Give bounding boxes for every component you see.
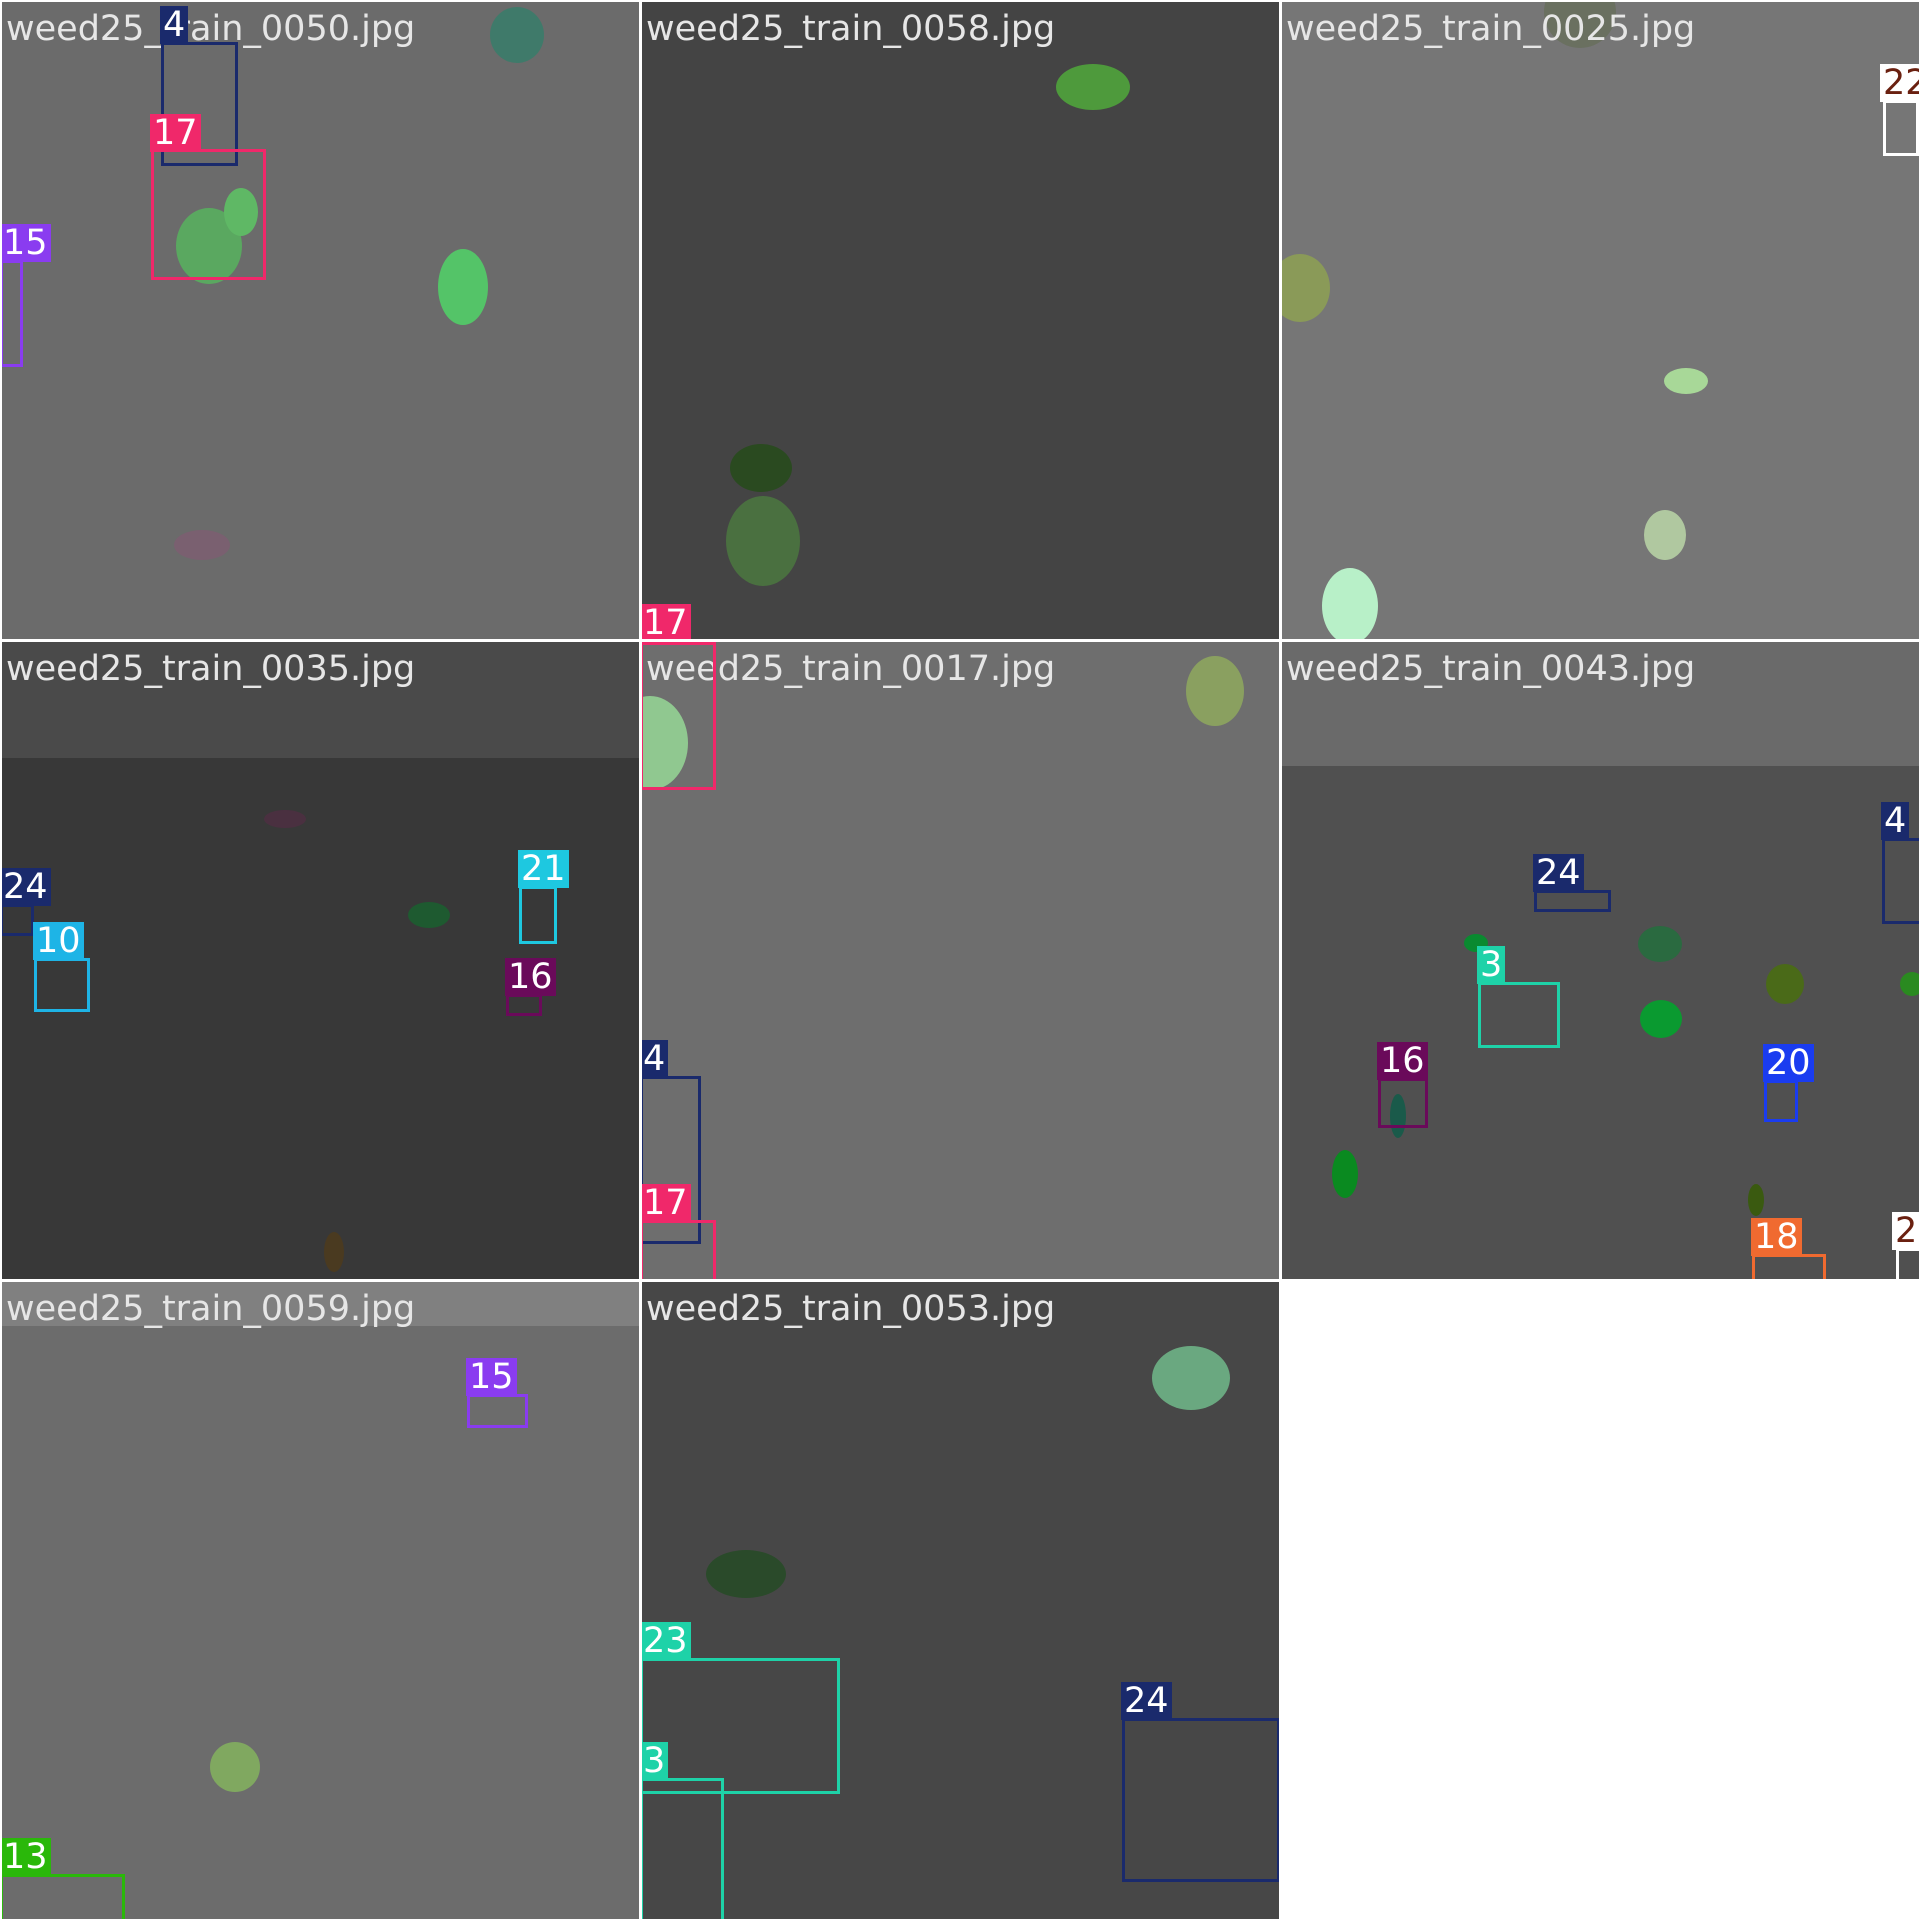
detection-label: 17 bbox=[642, 1184, 691, 1222]
plant-blob bbox=[1152, 1346, 1230, 1410]
detection-box bbox=[151, 149, 266, 280]
detection-box bbox=[1882, 838, 1919, 924]
detection-label: 17 bbox=[150, 114, 201, 152]
detection-box bbox=[642, 1220, 716, 1279]
detection-box bbox=[1534, 890, 1611, 912]
tile-filename: weed25_train_0053.jpg bbox=[646, 1289, 1056, 1329]
detection-label: 18 bbox=[1751, 1218, 1802, 1256]
plant-blob bbox=[1748, 1184, 1764, 1216]
tile-filename: weed25_train_0058.jpg bbox=[646, 9, 1056, 49]
detection-box bbox=[1764, 1080, 1798, 1122]
detection-label: 17 bbox=[642, 642, 691, 644]
plant-blob bbox=[726, 496, 800, 586]
plant-blob bbox=[174, 530, 230, 560]
plant-blob bbox=[264, 810, 306, 828]
tile-weed25-train-0043: weed25_train_0043.jpg 24 4 3 16 20 18 2 bbox=[1282, 642, 1919, 1279]
detection-box bbox=[2, 1874, 125, 1919]
detection-box bbox=[519, 886, 557, 944]
detection-label: 15 bbox=[466, 1358, 517, 1396]
tile-weed25-train-0025: weed25_train_0025.jpg 22 bbox=[1282, 2, 1919, 639]
plant-blob bbox=[1282, 254, 1330, 322]
tile-weed25-train-0059: weed25_train_0059.jpg 15 13 bbox=[2, 1282, 639, 1919]
plant-blob bbox=[210, 1742, 260, 1792]
detection-label: 16 bbox=[1377, 1042, 1428, 1080]
plant-blob bbox=[1664, 368, 1708, 394]
detection-box bbox=[467, 1394, 528, 1428]
detection-label: 3 bbox=[642, 1742, 669, 1780]
detection-label: 3 bbox=[1477, 946, 1506, 984]
detection-box bbox=[642, 1778, 724, 1919]
plant-blob bbox=[408, 902, 450, 928]
tile-weed25-train-0050: weed25_train_0050.jpg 4 17 15 bbox=[2, 2, 639, 639]
detection-label: 4 bbox=[642, 1040, 669, 1078]
detection-label: 15 bbox=[2, 224, 51, 262]
tile-filename: weed25_train_0025.jpg bbox=[1286, 9, 1696, 49]
tile-weed25-train-0017: weed25_train_0017.jpg 17 4 17 bbox=[642, 642, 1279, 1279]
plant-blob bbox=[490, 7, 544, 63]
image-band bbox=[2, 642, 639, 758]
tile-filename: weed25_train_0043.jpg bbox=[1286, 649, 1696, 689]
detection-box bbox=[1378, 1078, 1428, 1128]
plant-blob bbox=[1332, 1150, 1358, 1198]
detection-box bbox=[1883, 100, 1919, 156]
plant-blob bbox=[324, 1232, 344, 1272]
detection-label: 4 bbox=[1881, 802, 1910, 840]
image-band bbox=[2, 1282, 639, 1326]
plant-blob bbox=[1640, 1000, 1682, 1038]
detection-label: 24 bbox=[2, 868, 51, 906]
detection-label: 24 bbox=[1121, 1682, 1172, 1720]
detection-label: 23 bbox=[642, 1622, 691, 1660]
plant-blob bbox=[1322, 568, 1378, 639]
detection-box bbox=[1752, 1254, 1826, 1279]
detection-box bbox=[161, 42, 238, 166]
tile-filename: weed25_train_0059.jpg bbox=[6, 1289, 416, 1329]
detection-label: 4 bbox=[160, 6, 189, 44]
detection-label: 17 bbox=[642, 604, 691, 639]
detection-box bbox=[2, 260, 23, 367]
plant-blob bbox=[1186, 656, 1244, 726]
plant-blob bbox=[706, 1550, 786, 1598]
detection-label: 21 bbox=[518, 850, 569, 888]
plant-blob bbox=[1638, 926, 1682, 962]
detection-box bbox=[34, 958, 90, 1012]
detection-label: 20 bbox=[1763, 1044, 1814, 1082]
detection-box bbox=[2, 904, 34, 936]
plant-blob bbox=[1766, 964, 1804, 1004]
detection-label: 2 bbox=[1892, 1212, 1919, 1250]
plant-blob bbox=[438, 249, 488, 325]
detection-box bbox=[1478, 982, 1560, 1048]
detection-label: 22 bbox=[1880, 64, 1919, 102]
detection-box bbox=[1896, 1248, 1919, 1279]
plant-blob bbox=[1644, 510, 1686, 560]
detection-box bbox=[642, 1658, 840, 1794]
detection-label: 10 bbox=[33, 922, 84, 960]
tile-weed25-train-0058: weed25_train_0058.jpg 17 bbox=[642, 2, 1279, 639]
detection-box bbox=[642, 1076, 701, 1244]
plant-blob bbox=[224, 188, 258, 236]
image-band bbox=[1282, 642, 1919, 766]
tile-weed25-train-0053: weed25_train_0053.jpg 23 3 24 bbox=[642, 1282, 1279, 1919]
detection-box bbox=[642, 642, 716, 790]
detection-label: 24 bbox=[1533, 854, 1584, 892]
tile-weed25-train-0035: weed25_train_0035.jpg 24 10 21 16 bbox=[2, 642, 639, 1279]
detection-box bbox=[506, 994, 542, 1016]
tile-filename: weed25_train_0035.jpg bbox=[6, 649, 416, 689]
plant-blob bbox=[730, 444, 792, 492]
plant-blob bbox=[1056, 64, 1130, 110]
plant-blob bbox=[1900, 972, 1919, 996]
detection-label: 16 bbox=[505, 958, 556, 996]
detection-label: 13 bbox=[2, 1838, 51, 1876]
detection-box bbox=[1122, 1718, 1279, 1882]
